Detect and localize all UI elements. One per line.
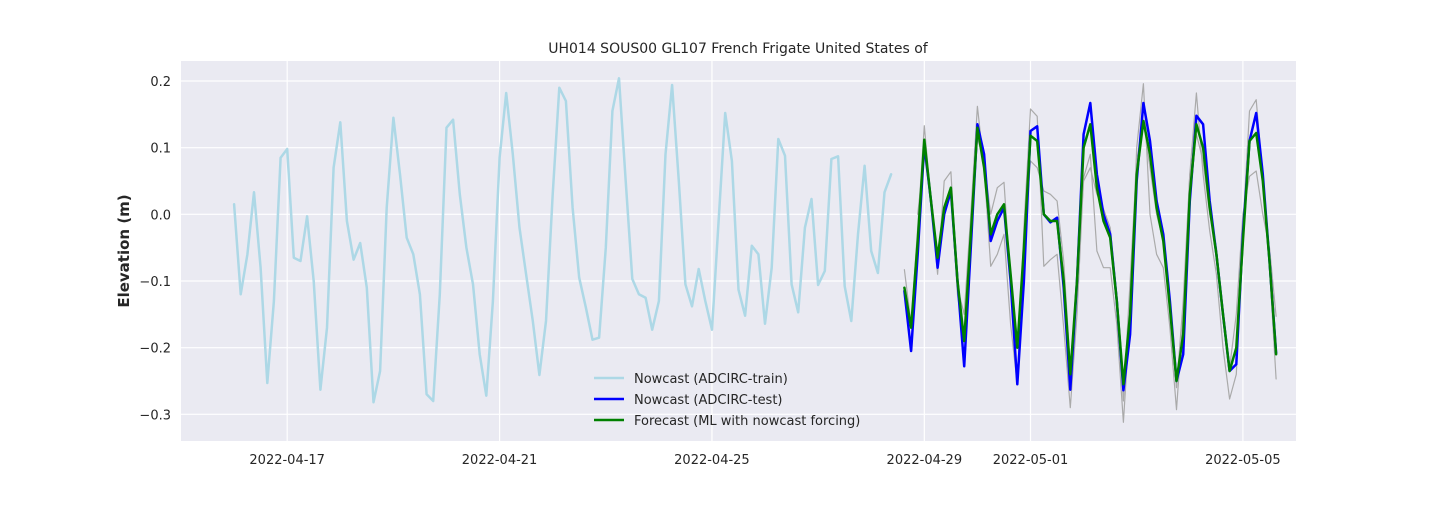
x-tick-label: 2022-04-29 xyxy=(887,453,963,468)
legend-label: Forecast (ML with nowcast forcing) xyxy=(634,414,860,429)
legend-label: Nowcast (ADCIRC-test) xyxy=(634,393,783,408)
series-line-nowcast-adcirc-train xyxy=(232,77,893,404)
series-layer xyxy=(232,77,1278,423)
x-tick-label: 2022-04-25 xyxy=(674,453,750,468)
x-tick-label: 2022-05-05 xyxy=(1205,453,1281,468)
y-tick-label: −0.1 xyxy=(139,275,171,290)
y-tick-label: −0.3 xyxy=(139,408,171,423)
x-axis-ticks: 2022-04-17 2022-04-21 2022-04-25 2022-04-29… xyxy=(249,453,1280,468)
y-axis-label: Elevation (m) xyxy=(115,194,133,307)
x-tick-label: 2022-05-01 xyxy=(993,453,1069,468)
chart-title: UH014 SOUS00 GL107 French Frigate United… xyxy=(548,41,929,57)
series-line-ensemble-member-1 xyxy=(903,83,1277,423)
y-tick-label: 0.1 xyxy=(150,142,171,157)
legend-label: Nowcast (ADCIRC-train) xyxy=(634,372,788,387)
y-tick-label: 0.2 xyxy=(150,75,171,90)
legend: Nowcast (ADCIRC-train) Nowcast (ADCIRC-te… xyxy=(594,372,860,429)
y-tick-label: −0.2 xyxy=(139,342,171,357)
plot-area xyxy=(181,61,1296,441)
x-tick-label: 2022-04-21 xyxy=(462,453,538,468)
x-tick-label: 2022-04-17 xyxy=(249,453,325,468)
series-line-forecast-ml-with-nowcast-forcing xyxy=(903,119,1278,386)
y-axis-ticks: 0.2 0.1 0.0 −0.1 −0.2 −0.3 xyxy=(139,75,171,423)
y-tick-label: 0.0 xyxy=(150,208,171,223)
